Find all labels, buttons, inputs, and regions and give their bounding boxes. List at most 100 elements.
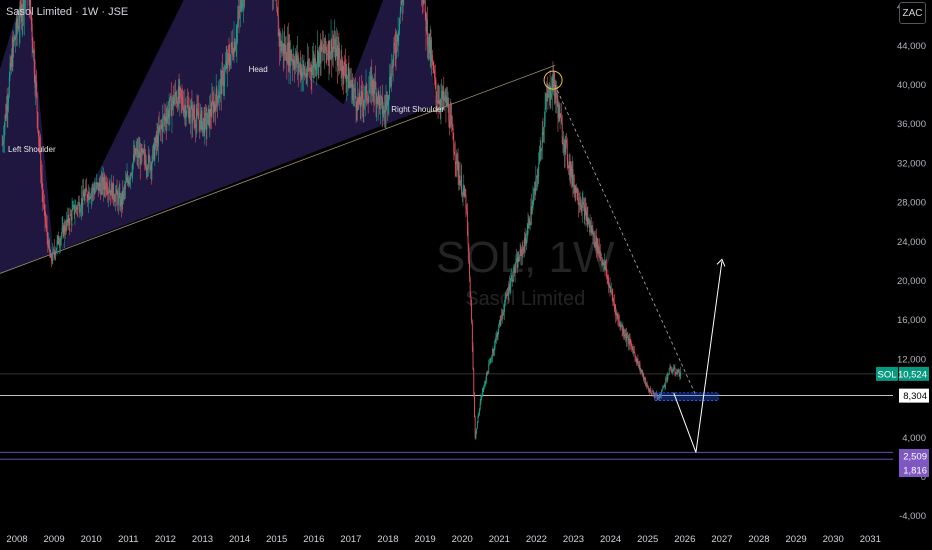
candle-body xyxy=(523,237,525,253)
candle-body xyxy=(534,188,536,192)
candle-body xyxy=(489,359,491,363)
candle-body xyxy=(537,175,539,178)
candle-body xyxy=(381,98,383,115)
candle-body xyxy=(620,325,622,328)
candle-body xyxy=(35,81,37,88)
candle-body xyxy=(235,45,236,51)
candle-body xyxy=(196,108,198,119)
x-tick-label: 2027 xyxy=(711,534,732,545)
candle-body xyxy=(499,320,501,326)
candle-body xyxy=(358,92,360,103)
candle-body xyxy=(207,109,209,113)
candle-body xyxy=(463,186,465,190)
candle-body xyxy=(596,239,598,250)
candle-body xyxy=(146,167,148,171)
candle-body xyxy=(625,333,627,337)
candle-body xyxy=(356,107,358,112)
x-tick-label: 2020 xyxy=(452,534,473,545)
candle-body xyxy=(629,338,631,343)
candle-body xyxy=(94,189,96,194)
candle-body xyxy=(546,93,548,96)
candle-body xyxy=(439,104,441,107)
candle-body xyxy=(531,206,532,214)
candle-body xyxy=(660,391,662,396)
candle-body xyxy=(289,50,291,67)
candle-body xyxy=(232,55,234,57)
candle-body xyxy=(431,55,433,62)
candle-body xyxy=(3,139,5,143)
candle-body xyxy=(141,147,143,153)
candle-body xyxy=(324,38,326,53)
candle-body xyxy=(110,183,112,196)
x-tick-label: 2017 xyxy=(340,534,361,545)
candle-body xyxy=(527,224,529,234)
candle-body xyxy=(136,148,138,152)
candle-body xyxy=(653,391,655,395)
candle-body xyxy=(207,112,209,124)
candle-body xyxy=(502,313,504,315)
candle-body xyxy=(385,101,387,112)
candle-body xyxy=(204,113,206,133)
candle-body xyxy=(449,121,450,129)
candle-body xyxy=(511,275,513,280)
x-tick-label: 2010 xyxy=(81,534,102,545)
candle-body xyxy=(85,187,87,192)
x-tick-label: 2029 xyxy=(786,534,807,545)
candle-body xyxy=(665,379,667,385)
candle-body xyxy=(237,10,239,23)
candle-body xyxy=(182,106,184,113)
candle-body xyxy=(467,229,469,244)
candle-body xyxy=(205,113,206,116)
candle-body xyxy=(230,54,231,66)
candle-body xyxy=(164,116,166,120)
currency-button[interactable]: ZAC xyxy=(899,2,926,24)
candle-body xyxy=(74,211,76,215)
candle-body xyxy=(41,177,43,190)
candle-body xyxy=(80,208,82,211)
candle-body xyxy=(520,249,522,251)
pattern-region xyxy=(0,0,437,274)
candle-body xyxy=(152,148,154,162)
candle-body xyxy=(402,0,404,3)
candle-body xyxy=(90,192,92,198)
candle-body xyxy=(544,108,546,122)
candle-body xyxy=(624,335,626,337)
candle-body xyxy=(189,117,191,122)
neckline-line xyxy=(0,65,556,274)
candle-body xyxy=(23,0,25,13)
candle-body xyxy=(426,19,428,46)
candle-body xyxy=(319,46,321,53)
candle-body xyxy=(379,97,381,110)
candle-body xyxy=(170,96,172,117)
candle-body xyxy=(549,85,551,99)
candle-body xyxy=(104,185,106,190)
x-tick-label: 2026 xyxy=(674,534,695,545)
candle-body xyxy=(622,328,624,331)
candle-body xyxy=(394,43,396,46)
candle-body xyxy=(545,101,547,109)
candle-body xyxy=(470,296,472,306)
candle-body xyxy=(46,226,48,237)
candle-body xyxy=(75,206,77,209)
candle-body xyxy=(484,382,486,386)
candle-body xyxy=(277,15,279,37)
candle-body xyxy=(472,346,474,370)
candle-body xyxy=(464,186,465,197)
candle-body xyxy=(498,324,500,332)
candle-body xyxy=(445,95,447,106)
candle-body xyxy=(162,117,164,132)
candle-body xyxy=(562,142,564,146)
candle-body xyxy=(651,391,653,395)
candle-body xyxy=(371,79,373,96)
candle-body xyxy=(522,248,524,250)
candle-body xyxy=(666,378,668,380)
candle-body xyxy=(293,59,295,66)
candle-body xyxy=(175,92,176,96)
candle-body xyxy=(70,213,72,215)
candle-body xyxy=(583,202,585,205)
candle-body xyxy=(628,338,630,344)
candle-body xyxy=(239,11,241,12)
candle-body xyxy=(664,384,666,387)
candle-body xyxy=(639,364,641,372)
